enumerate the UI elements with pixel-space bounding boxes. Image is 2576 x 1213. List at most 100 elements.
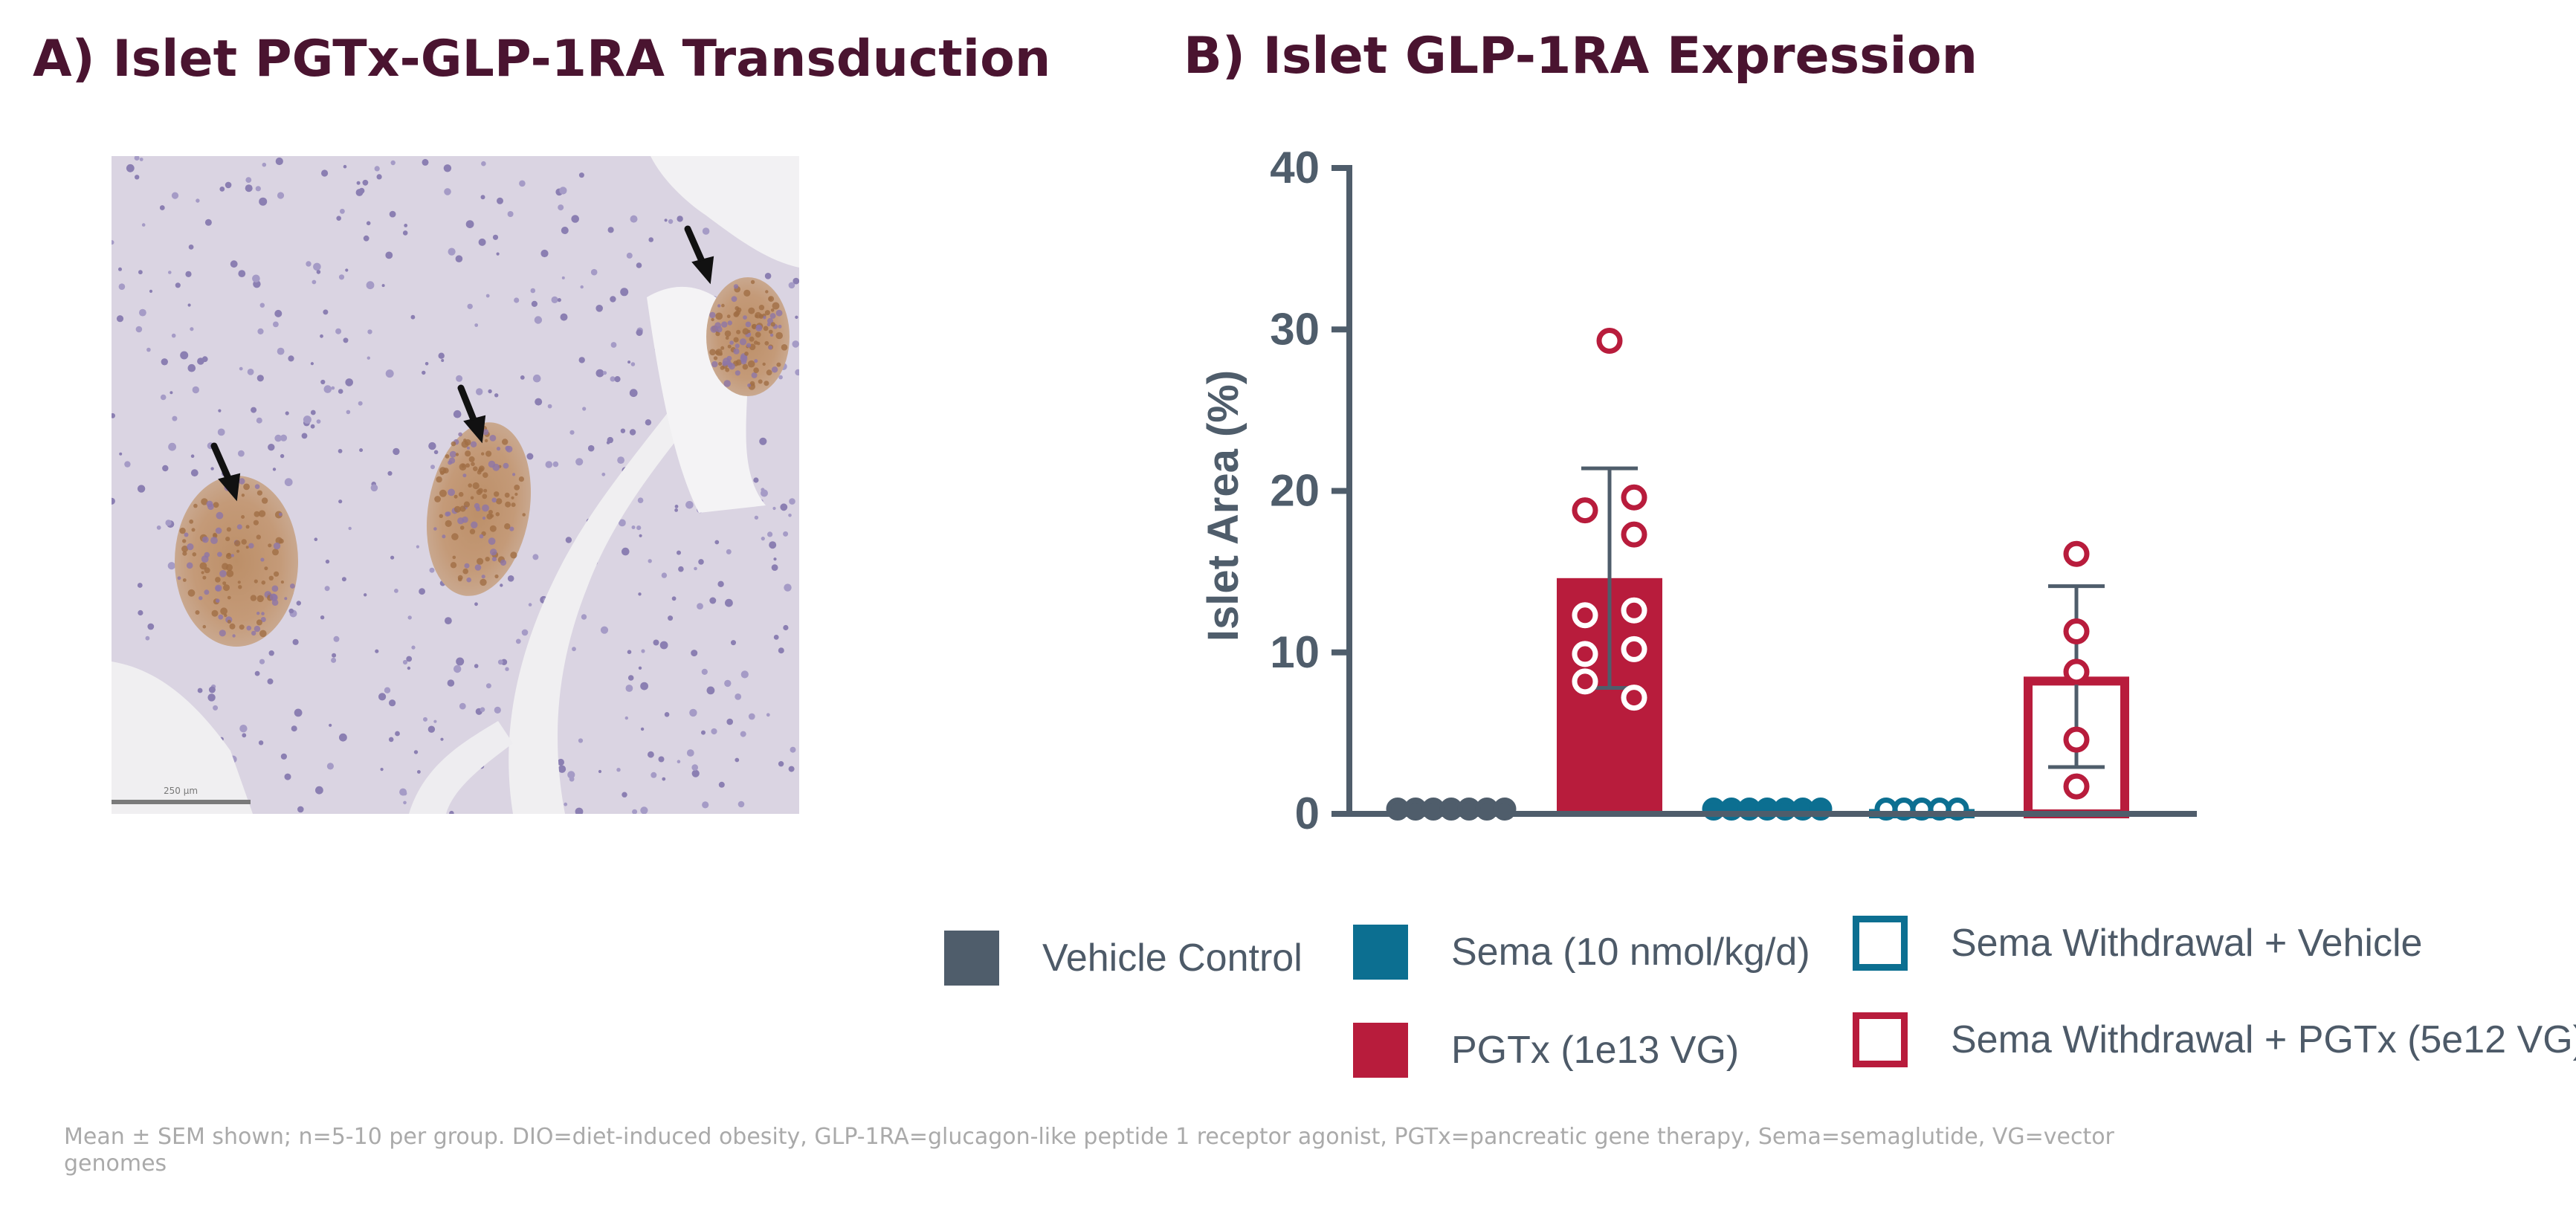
- islet-granule: [202, 575, 207, 580]
- panel-b-title: B) Islet GLP-1RA Expression: [1184, 27, 1978, 85]
- islet-granule: [219, 630, 226, 637]
- nucleus: [778, 375, 783, 380]
- nucleus: [395, 731, 400, 737]
- nucleus: [735, 693, 742, 700]
- nucleus: [616, 768, 621, 772]
- nucleus: [389, 210, 396, 218]
- islet-granule: [735, 305, 740, 311]
- nucleus: [658, 756, 665, 763]
- islet-granule: [505, 501, 511, 508]
- nucleus: [118, 283, 126, 290]
- nucleus: [378, 693, 387, 701]
- nucleus: [326, 763, 334, 770]
- point-sema-withdrawal-pgtx-5e12-vg-3: [2063, 659, 2090, 685]
- nucleus: [648, 559, 652, 563]
- nucleus: [620, 288, 629, 297]
- legend-label-pgtx: PGTx (1e13 VG): [1451, 1029, 1740, 1072]
- nucleus: [443, 164, 452, 172]
- nucleus: [648, 751, 654, 758]
- nucleus: [385, 251, 393, 259]
- islet-granule: [254, 484, 260, 489]
- nucleus: [600, 626, 609, 634]
- nucleus: [280, 453, 285, 459]
- nucleus: [329, 723, 332, 727]
- chart-legend: Vehicle Control Sema (10 nmol/kg/d) PGTx…: [944, 914, 2576, 1093]
- islet-granule: [227, 595, 231, 600]
- legend-swatch-pgtx: [1353, 1023, 1408, 1078]
- islet-granule: [477, 557, 484, 565]
- islet-granule: [222, 563, 229, 570]
- nucleus: [413, 750, 419, 754]
- islet-granule: [509, 526, 514, 531]
- islet-granule: [455, 453, 459, 456]
- legend-item-sema-withdrawal-pgtx: Sema Withdrawal + PGTx (5e12 VG): [1853, 1012, 2576, 1067]
- nucleus: [494, 393, 499, 398]
- islet-granule: [268, 543, 272, 548]
- islet-granule: [222, 581, 227, 586]
- legend-item-vehicle-control: Vehicle Control: [944, 931, 1302, 986]
- nucleus: [332, 653, 337, 658]
- islet-granule: [504, 492, 510, 498]
- nucleus: [526, 453, 534, 460]
- islet-granule: [480, 578, 487, 586]
- nucleus: [356, 181, 361, 185]
- islet-granule: [253, 520, 259, 525]
- islet-granule: [723, 380, 731, 387]
- nucleus: [210, 467, 214, 470]
- nucleus: [685, 501, 694, 509]
- nucleus: [636, 262, 642, 268]
- nucleus: [197, 688, 203, 693]
- islet-granule: [720, 346, 725, 350]
- nucleus: [272, 468, 277, 471]
- nucleus: [288, 608, 294, 614]
- islet-granule: [439, 514, 443, 518]
- point-pgtx-1e13-vg-5: [1572, 602, 1598, 629]
- nucleus: [701, 730, 706, 735]
- nucleus: [557, 298, 561, 303]
- islet-granule: [239, 624, 245, 630]
- arrow-2-head-icon: [463, 415, 486, 444]
- nucleus: [219, 187, 225, 192]
- nucleus: [267, 678, 274, 685]
- islet-granule: [764, 340, 769, 346]
- nucleus: [664, 219, 668, 222]
- islet-granule: [215, 577, 221, 583]
- legend-label-sema-withdrawal-pgtx: Sema Withdrawal + PGTx (5e12 VG): [1951, 1018, 2576, 1061]
- legend-label-sema-withdrawal-vehicle: Sema Withdrawal + Vehicle: [1951, 922, 2423, 965]
- nucleus: [218, 409, 222, 413]
- islet-granule: [199, 562, 207, 570]
- nucleus: [362, 179, 369, 186]
- nucleus: [638, 666, 642, 670]
- islet-granule: [482, 429, 489, 436]
- islet-granule: [226, 527, 231, 532]
- islet-granule: [230, 554, 234, 557]
- nucleus: [376, 174, 382, 180]
- nucleus: [485, 683, 491, 689]
- nucleus: [358, 401, 363, 406]
- nucleus: [366, 281, 375, 290]
- nucleus: [677, 760, 681, 763]
- islet-granule: [745, 321, 752, 328]
- nucleus: [445, 617, 452, 624]
- islet-granule: [439, 489, 447, 497]
- islet-granule: [236, 524, 242, 530]
- point-pgtx-1e13-vg-9: [1572, 668, 1598, 695]
- nucleus: [507, 211, 514, 217]
- nucleus: [453, 410, 462, 418]
- islet-granule: [436, 476, 442, 483]
- nucleus: [701, 668, 708, 676]
- nucleus: [639, 534, 642, 537]
- nucleus: [320, 615, 325, 620]
- islet-granule: [445, 454, 450, 459]
- nucleus: [438, 352, 445, 359]
- islet-granule: [744, 352, 749, 356]
- nucleus: [664, 712, 670, 717]
- legend-swatch-vehicle-control: [944, 931, 999, 986]
- nucleus: [481, 161, 486, 166]
- nucleus: [651, 772, 657, 778]
- nucleus: [303, 415, 311, 424]
- nucleus: [238, 450, 245, 457]
- nucleus: [514, 297, 520, 303]
- nucleus: [338, 499, 343, 504]
- nucleus: [607, 227, 614, 233]
